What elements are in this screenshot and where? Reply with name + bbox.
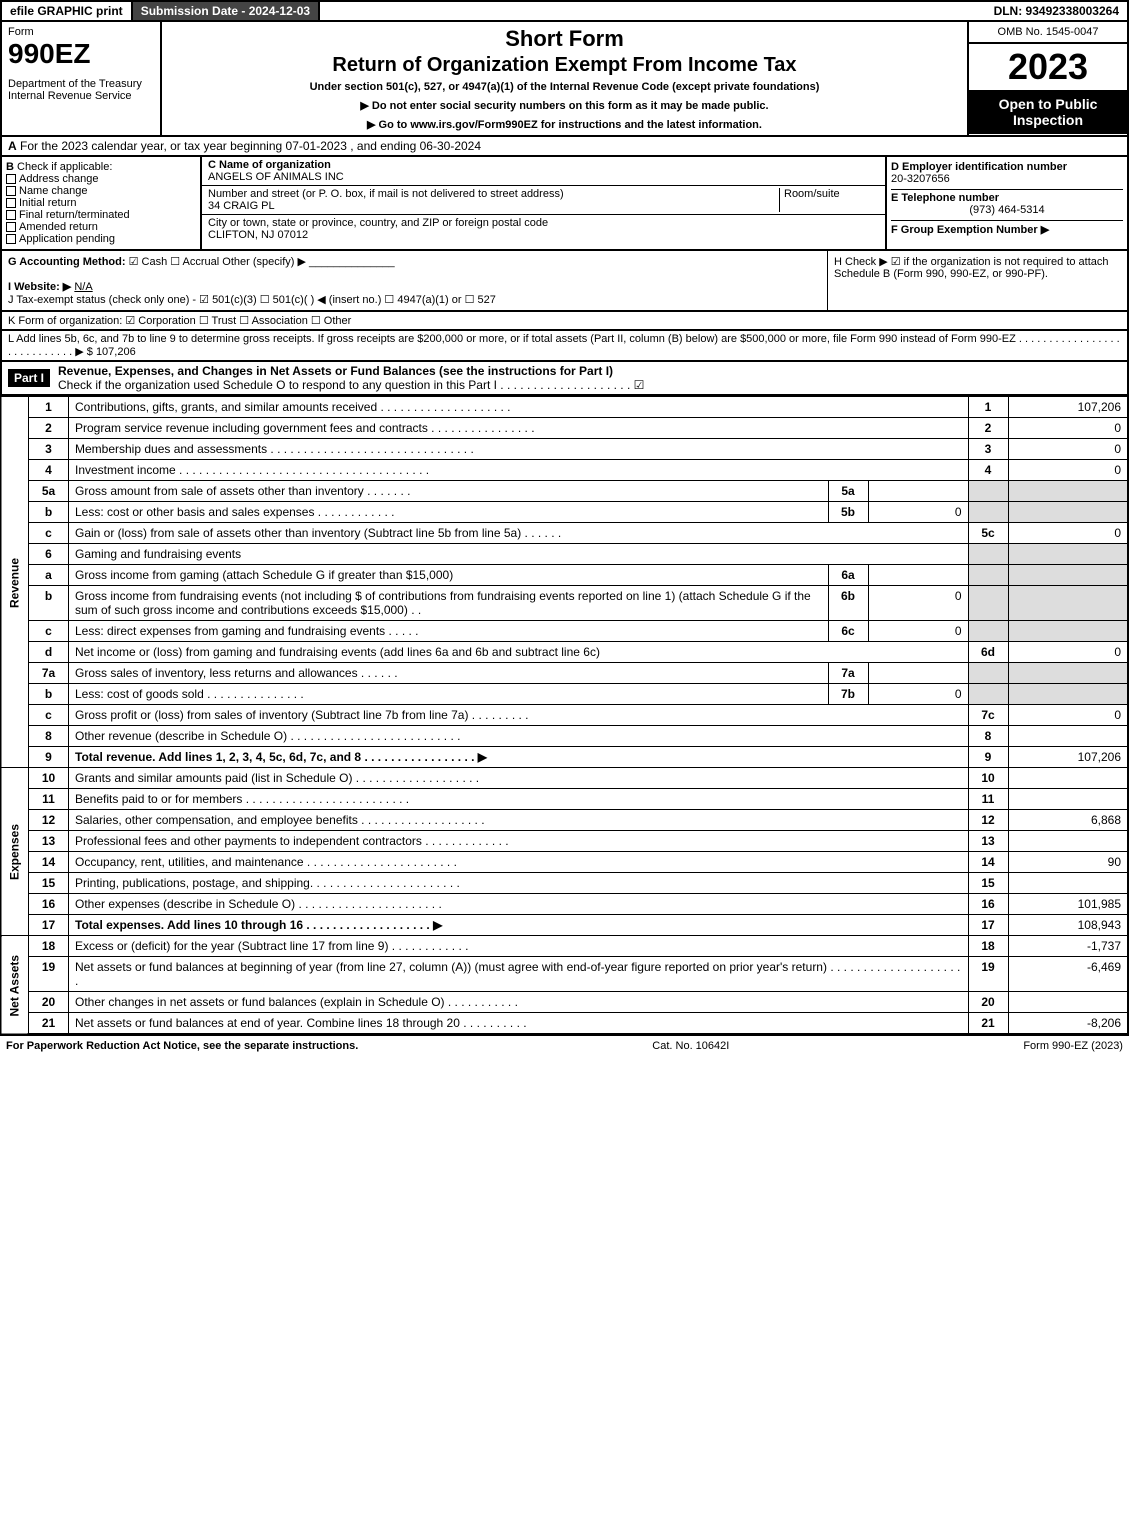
ein-label: D Employer identification number <box>891 161 1067 173</box>
org-name: ANGELS OF ANIMALS INC <box>208 171 344 183</box>
page-footer: For Paperwork Reduction Act Notice, see … <box>0 1035 1129 1056</box>
ein-value: 20-3207656 <box>891 173 950 185</box>
goto-link[interactable]: ▶ Go to www.irs.gov/Form990EZ for instru… <box>367 118 762 131</box>
block-b-to-f: B Check if applicable: Address changeNam… <box>0 157 1129 251</box>
header-left: Form 990EZ Department of the Treasury In… <box>2 22 162 135</box>
website-value: N/A <box>74 281 92 293</box>
irs-label: Internal Revenue Service <box>8 90 154 102</box>
accounting-method-label: G Accounting Method: <box>8 256 126 268</box>
row-a: A For the 2023 calendar year, or tax yea… <box>0 137 1129 157</box>
tax-exempt-status: J Tax-exempt status (check only one) - ☑… <box>8 294 496 306</box>
street-label: Number and street (or P. O. box, if mail… <box>208 188 564 200</box>
dln-label: DLN: 93492338003264 <box>986 2 1127 20</box>
tel-label: E Telephone number <box>891 192 999 204</box>
row-k: K Form of organization: ☑ Corporation ☐ … <box>0 312 1129 331</box>
form-label: Form <box>8 26 154 38</box>
omb-number: OMB No. 1545-0047 <box>969 22 1127 44</box>
checkbox-item[interactable]: Initial return <box>6 197 196 209</box>
header-right: OMB No. 1545-0047 2023 Open to Public In… <box>967 22 1127 135</box>
form-number: 990EZ <box>8 38 154 70</box>
efile-label[interactable]: efile GRAPHIC print <box>2 2 133 20</box>
checkbox-item[interactable]: Address change <box>6 173 196 185</box>
open-public-badge: Open to Public Inspection <box>969 90 1127 134</box>
dept-treasury: Department of the Treasury <box>8 78 154 90</box>
row-g-h: G Accounting Method: ☑ Cash ☐ Accrual Ot… <box>0 251 1129 312</box>
footer-right: Form 990-EZ (2023) <box>1023 1040 1123 1052</box>
city-value: CLIFTON, NJ 07012 <box>208 229 308 241</box>
website-label: I Website: ▶ <box>8 281 71 293</box>
return-title: Return of Organization Exempt From Incom… <box>332 54 796 77</box>
part-i-title: Revenue, Expenses, and Changes in Net As… <box>58 364 613 378</box>
org-name-label: C Name of organization <box>208 159 331 171</box>
row-a-text: For the 2023 calendar year, or tax year … <box>20 139 481 153</box>
group-exemption-label: F Group Exemption Number ▶ <box>891 224 1049 236</box>
street-value: 34 CRAIG PL <box>208 200 275 212</box>
lines-table: Revenue1Contributions, gifts, grants, an… <box>0 396 1129 1035</box>
row-h: H Check ▶ ☑ if the organization is not r… <box>827 251 1127 310</box>
no-ssn-note: ▶ Do not enter social security numbers o… <box>360 99 768 112</box>
row-l-value: 107,206 <box>96 346 136 358</box>
header-middle: Short Form Return of Organization Exempt… <box>162 22 967 135</box>
column-d-e-f: D Employer identification number 20-3207… <box>887 157 1127 249</box>
tel-value: (973) 464-5314 <box>891 204 1123 216</box>
checkbox-item[interactable]: Final return/terminated <box>6 209 196 221</box>
checkbox-item[interactable]: Name change <box>6 185 196 197</box>
footer-left: For Paperwork Reduction Act Notice, see … <box>6 1040 358 1052</box>
tax-year: 2023 <box>969 44 1127 90</box>
checkbox-item[interactable]: Amended return <box>6 221 196 233</box>
footer-cat: Cat. No. 10642I <box>652 1040 729 1052</box>
accounting-method-opts: ☑ Cash ☐ Accrual Other (specify) ▶ <box>129 256 306 268</box>
topbar-spacer <box>320 2 985 20</box>
city-label: City or town, state or province, country… <box>208 217 548 229</box>
form-header: Form 990EZ Department of the Treasury In… <box>0 22 1129 137</box>
submission-date: Submission Date - 2024-12-03 <box>133 2 320 20</box>
short-form-title: Short Form <box>505 26 624 52</box>
part-i-header: Part I Revenue, Expenses, and Changes in… <box>0 362 1129 396</box>
row-a-label: A <box>8 139 17 153</box>
column-c: C Name of organization ANGELS OF ANIMALS… <box>202 157 887 249</box>
row-l: L Add lines 5b, 6c, and 7b to line 9 to … <box>0 331 1129 362</box>
under-section: Under section 501(c), 527, or 4947(a)(1)… <box>310 81 820 93</box>
checkbox-item[interactable]: Application pending <box>6 233 196 245</box>
part-i-sub: Check if the organization used Schedule … <box>58 378 644 392</box>
part-i-badge: Part I <box>8 369 50 387</box>
room-suite: Room/suite <box>779 188 879 212</box>
column-b: B Check if applicable: Address changeNam… <box>2 157 202 249</box>
top-bar: efile GRAPHIC print Submission Date - 20… <box>0 0 1129 22</box>
